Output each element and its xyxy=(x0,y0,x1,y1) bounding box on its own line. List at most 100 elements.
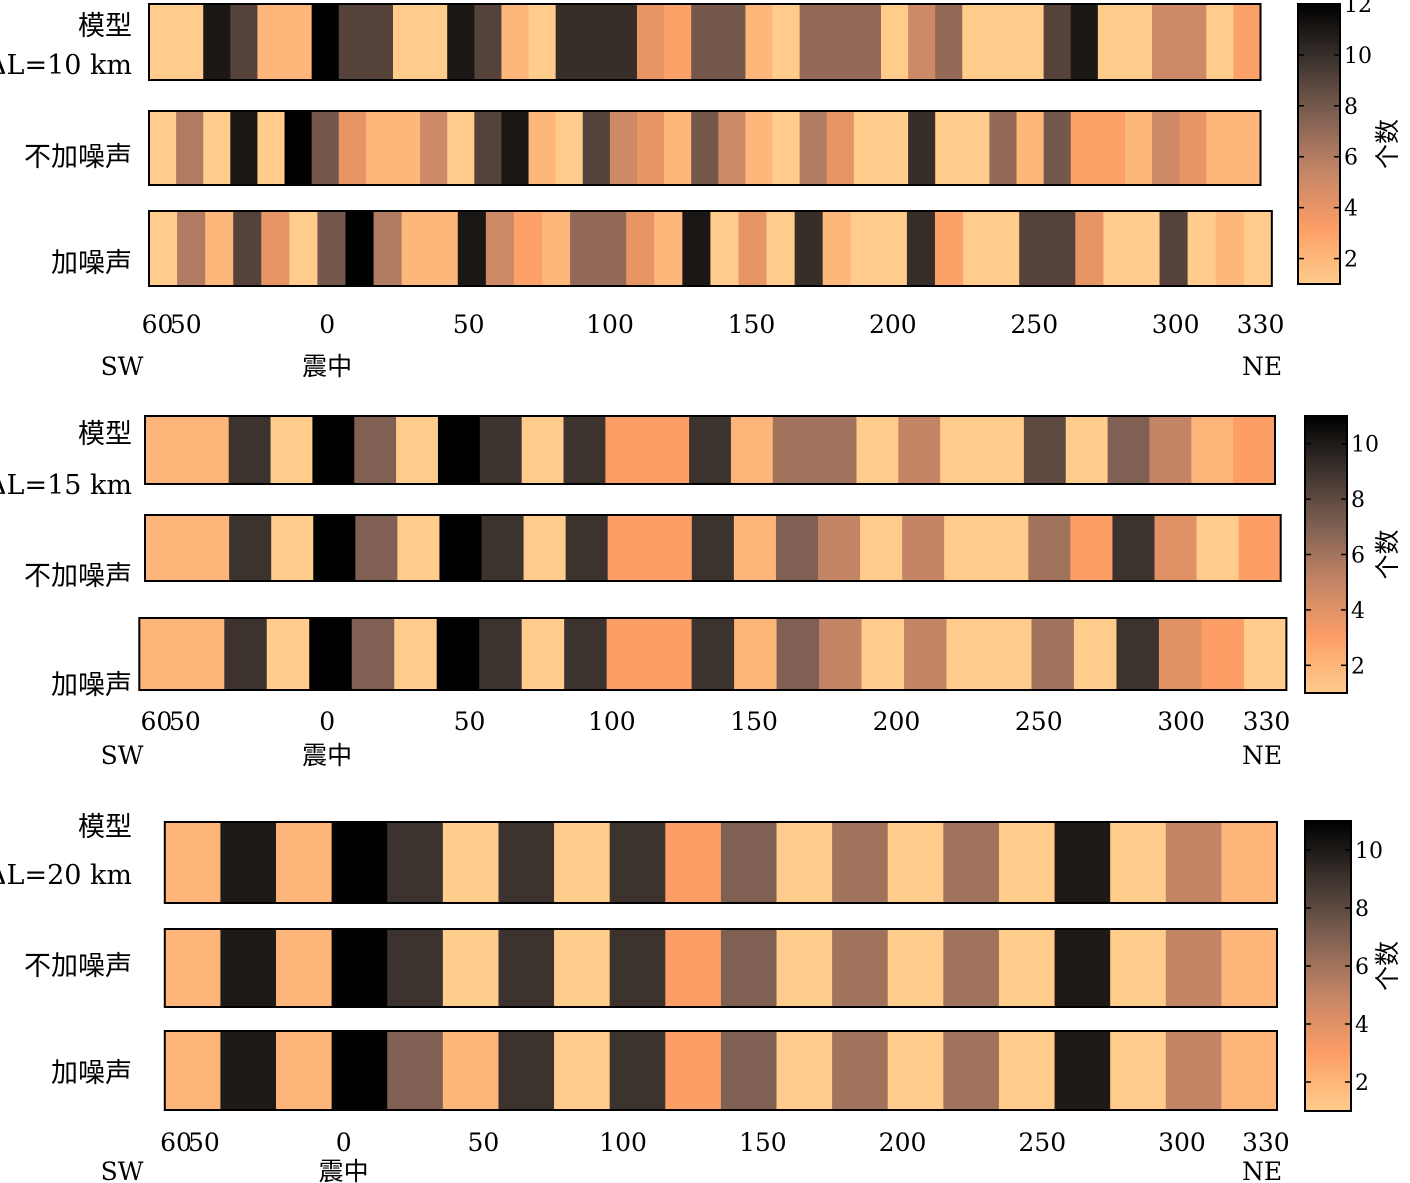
heatmap-cell xyxy=(1149,416,1192,484)
colorbar-tick-label: 10 xyxy=(1355,839,1383,864)
heatmap-cell xyxy=(271,515,314,581)
heatmap-cell xyxy=(772,4,801,80)
x-tick-label: 100 xyxy=(588,707,636,736)
heatmap-cell xyxy=(224,618,268,690)
heatmap-cell xyxy=(229,515,272,581)
heatmap-cell xyxy=(665,1031,722,1110)
heatmap-cell xyxy=(1196,515,1240,581)
colorbar-tick-label: 8 xyxy=(1344,95,1358,120)
row-frame xyxy=(144,415,1276,485)
heatmap-cell xyxy=(186,416,230,484)
heatmap-cell xyxy=(554,822,611,903)
heatmap-cell xyxy=(261,211,290,286)
heatmap-cell xyxy=(220,1031,277,1110)
heatmap-cell xyxy=(814,416,858,484)
heatmap-cell xyxy=(1103,211,1133,286)
heatmap-cell xyxy=(654,211,683,286)
x-tick-label: 300 xyxy=(1152,310,1200,339)
heatmap-cell xyxy=(220,929,277,1007)
colorbar-label: 个数 xyxy=(1373,941,1402,991)
heatmap-cell xyxy=(943,929,1000,1007)
heatmap-cell xyxy=(555,4,584,80)
heatmap-cell xyxy=(474,111,503,185)
heatmap-cell xyxy=(338,111,367,185)
heatmap-cell xyxy=(1054,929,1111,1007)
heatmap-cell xyxy=(689,416,732,484)
heatmap-cell xyxy=(266,618,310,690)
heatmap-cell xyxy=(284,4,313,80)
heatmap-cell xyxy=(609,929,666,1007)
heatmap-cell xyxy=(149,211,178,286)
heatmap-cell xyxy=(270,416,314,484)
heatmap-cell xyxy=(442,822,500,903)
heatmap-cell xyxy=(447,4,475,80)
heatmap-cell xyxy=(1043,4,1072,80)
heatmap-cell xyxy=(682,211,712,286)
heatmap-cell xyxy=(397,515,441,581)
heatmap-cell xyxy=(149,111,177,185)
heatmap-cell xyxy=(664,111,692,185)
heatmap-cell xyxy=(998,1031,1056,1110)
x-tick-label: 60 xyxy=(160,1128,192,1157)
heatmap-cell xyxy=(1054,1031,1111,1110)
heatmap-cell xyxy=(1191,416,1234,484)
heatmap-cell xyxy=(457,211,487,286)
heatmap-cell xyxy=(861,618,905,690)
heatmap-cell xyxy=(609,111,638,185)
row-label: 不加噪声 xyxy=(24,561,132,592)
heatmap-cell xyxy=(1070,111,1099,185)
heatmap-cell xyxy=(626,211,655,286)
x-tick-label: 250 xyxy=(1018,1128,1066,1157)
heatmap-cell xyxy=(1124,111,1153,185)
row-frame xyxy=(163,821,1279,904)
direction-label: NE xyxy=(1242,741,1282,770)
heatmap-cell xyxy=(988,618,1033,690)
heatmap-cell xyxy=(853,4,882,80)
heatmap-cell xyxy=(1206,4,1234,80)
colorbar-label: 个数 xyxy=(1373,529,1402,579)
row-label: 模型 xyxy=(78,419,132,450)
heatmap-cell xyxy=(649,515,693,581)
heatmap-cell xyxy=(1110,929,1167,1007)
heatmap-cell xyxy=(1206,111,1234,185)
heatmap-cell xyxy=(935,111,963,185)
heatmap-row xyxy=(163,928,1279,1008)
colorbar-tick-label: 2 xyxy=(1355,1071,1369,1096)
heatmap-cell xyxy=(718,111,747,185)
heatmap-cell xyxy=(745,4,774,80)
heatmap-cell xyxy=(940,416,983,484)
row-frame xyxy=(163,928,1279,1008)
heatmap-cell xyxy=(1016,111,1045,185)
colorbar-tick-label: 6 xyxy=(1351,544,1365,569)
heatmap-cell xyxy=(636,4,665,80)
heatmap-cell xyxy=(1110,822,1167,903)
heatmap-cell xyxy=(220,822,277,903)
heatmap-cell xyxy=(856,416,899,484)
heatmap-cell xyxy=(528,4,557,80)
heatmap-cell xyxy=(1221,929,1278,1007)
row-frame xyxy=(148,3,1262,81)
delta-label: ΔL=20 km xyxy=(0,860,132,891)
x-tick-label: 300 xyxy=(1157,707,1205,736)
row-frame xyxy=(138,617,1288,691)
heatmap-cell xyxy=(373,211,403,286)
x-tick-label: 250 xyxy=(1010,310,1058,339)
colorbar-tick-label: 2 xyxy=(1351,654,1365,679)
x-tick-label: 200 xyxy=(873,707,921,736)
heatmap-cell xyxy=(392,4,421,80)
heatmap-cell xyxy=(1047,211,1076,286)
heatmap-cell xyxy=(1028,515,1071,581)
heatmap-cell xyxy=(528,111,557,185)
x-tick-label: 50 xyxy=(453,310,485,339)
row-label: 加噪声 xyxy=(51,248,132,279)
heatmap-cell xyxy=(555,111,584,185)
heatmap-cell xyxy=(176,4,204,80)
heatmap-cell xyxy=(257,4,286,80)
heatmap-cell xyxy=(513,211,543,286)
heatmap-cell xyxy=(442,1031,500,1110)
heatmap-cell xyxy=(276,929,333,1007)
x-tick-label: 200 xyxy=(879,1128,927,1157)
heatmap-cell xyxy=(772,111,801,185)
heatmap-cell xyxy=(345,211,375,286)
